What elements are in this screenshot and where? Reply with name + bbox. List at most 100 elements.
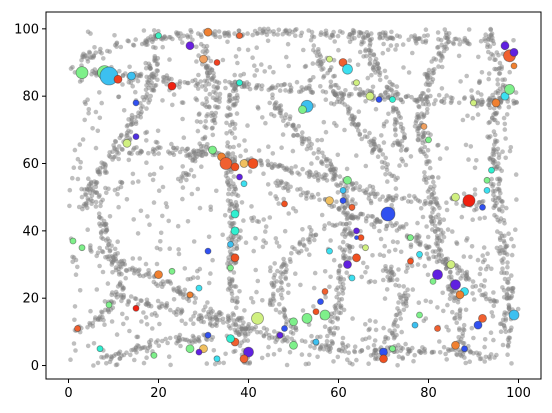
background-point xyxy=(419,137,424,143)
cluster-point xyxy=(473,320,483,330)
background-point xyxy=(459,353,464,359)
background-point xyxy=(188,338,194,344)
background-point xyxy=(425,272,431,278)
background-point xyxy=(477,216,483,221)
background-point xyxy=(336,310,342,316)
background-point xyxy=(166,354,172,360)
background-point xyxy=(315,354,320,360)
background-point xyxy=(165,279,171,284)
background-point xyxy=(144,138,149,143)
background-point xyxy=(210,95,216,100)
background-point xyxy=(159,284,165,290)
background-point xyxy=(112,187,118,193)
background-point xyxy=(322,269,328,274)
background-point xyxy=(365,75,371,81)
cluster-point xyxy=(339,186,347,194)
background-point xyxy=(301,242,306,248)
background-point xyxy=(261,238,266,243)
background-point xyxy=(445,302,450,308)
background-point xyxy=(159,165,164,170)
background-point xyxy=(496,161,501,166)
background-point xyxy=(310,172,315,178)
background-point xyxy=(407,193,412,199)
background-point xyxy=(151,279,157,285)
background-point xyxy=(502,121,508,127)
background-point xyxy=(279,264,284,270)
background-point xyxy=(377,197,383,202)
background-point xyxy=(362,90,367,95)
background-point xyxy=(108,248,113,253)
cluster-point xyxy=(461,345,468,353)
background-point xyxy=(300,130,305,135)
cluster-point xyxy=(483,176,491,184)
background-point xyxy=(429,59,435,64)
background-point xyxy=(507,335,513,341)
background-point xyxy=(497,71,503,76)
background-point xyxy=(349,91,354,97)
background-point xyxy=(181,295,186,300)
background-point xyxy=(96,194,102,199)
background-point xyxy=(156,28,161,34)
background-point xyxy=(229,184,234,189)
background-point xyxy=(90,126,95,131)
background-point xyxy=(437,246,442,252)
background-point xyxy=(150,326,155,331)
background-point xyxy=(330,33,336,39)
background-point xyxy=(300,308,306,313)
background-point xyxy=(316,47,321,52)
background-point xyxy=(273,236,279,241)
background-point xyxy=(362,128,368,134)
background-point xyxy=(294,79,300,85)
cluster-point xyxy=(500,41,510,51)
background-point xyxy=(232,126,237,131)
background-point xyxy=(180,100,186,105)
cluster-point xyxy=(407,257,414,265)
background-point xyxy=(421,177,427,182)
background-point xyxy=(180,40,185,45)
background-point xyxy=(427,244,432,250)
background-point xyxy=(217,310,222,316)
background-point xyxy=(346,34,352,40)
background-point xyxy=(303,63,309,69)
background-point xyxy=(290,123,295,129)
background-point xyxy=(397,163,402,168)
background-point xyxy=(274,240,280,245)
background-point xyxy=(424,71,429,77)
background-point xyxy=(276,201,282,206)
background-point xyxy=(227,92,233,98)
background-point xyxy=(194,59,199,64)
background-point xyxy=(423,298,429,304)
background-point xyxy=(446,328,451,333)
background-point xyxy=(374,219,380,224)
background-point xyxy=(149,312,155,317)
cluster-point xyxy=(343,175,352,185)
background-point xyxy=(316,147,322,152)
background-point xyxy=(385,179,390,184)
background-point xyxy=(86,111,91,116)
background-point xyxy=(151,44,156,50)
background-point xyxy=(480,199,486,204)
background-point xyxy=(464,73,470,79)
background-point xyxy=(261,333,267,339)
background-point xyxy=(307,352,312,358)
background-point xyxy=(423,38,429,44)
cluster-point xyxy=(362,244,369,252)
background-point xyxy=(126,157,132,163)
background-point xyxy=(358,211,363,217)
background-point xyxy=(297,172,302,177)
background-point xyxy=(446,31,452,36)
background-point xyxy=(380,152,386,157)
background-point xyxy=(369,150,375,155)
background-point xyxy=(117,68,122,74)
background-point xyxy=(355,62,361,68)
background-point xyxy=(349,199,355,204)
background-point xyxy=(225,39,230,45)
background-point xyxy=(472,207,477,213)
background-point xyxy=(254,45,259,50)
background-point xyxy=(193,295,198,301)
background-point xyxy=(93,204,99,209)
background-point xyxy=(233,239,239,244)
background-point xyxy=(130,256,136,261)
background-point xyxy=(180,196,185,202)
background-point xyxy=(130,42,136,48)
